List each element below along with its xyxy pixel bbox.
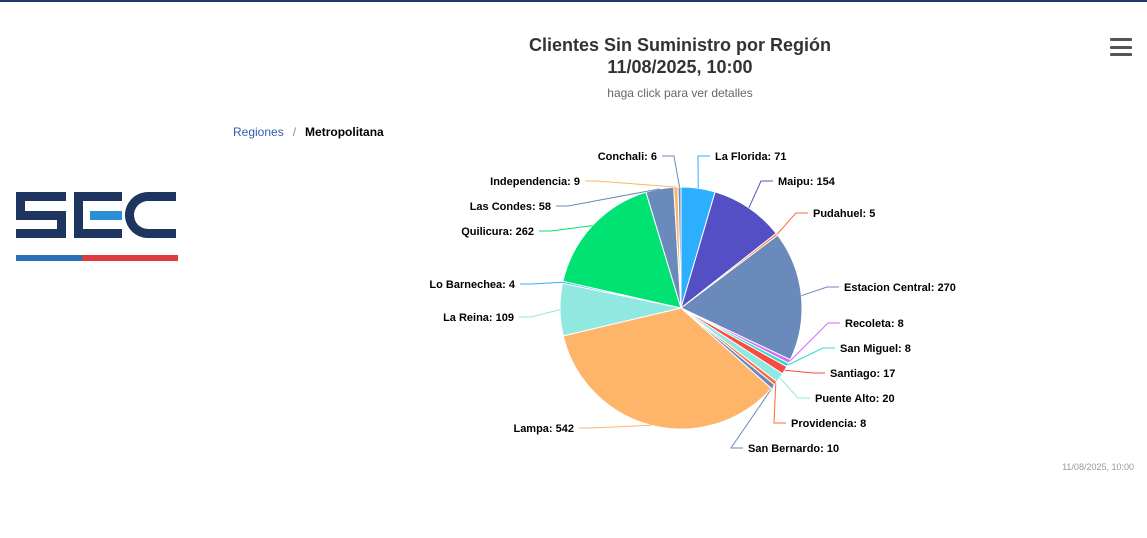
data-label-lampa: Lampa: 542 <box>513 423 574 435</box>
connector-san-bernardo <box>730 386 774 449</box>
data-label-santiago: Santiago: 17 <box>830 368 895 380</box>
menu-bar <box>1110 53 1132 56</box>
connector-la-reina <box>519 309 561 318</box>
connector-pudahuel <box>776 212 808 235</box>
top-accent-bar <box>0 0 1147 2</box>
breadcrumb-separator: / <box>292 125 297 139</box>
connector-la-florida <box>697 155 710 189</box>
menu-bar <box>1110 38 1132 41</box>
connector-lampa <box>579 424 652 429</box>
pie-slice-conchali[interactable] <box>677 186 682 309</box>
data-label-san-bernardo: San Bernardo: 10 <box>748 443 839 455</box>
hamburger-menu-icon[interactable] <box>1110 38 1132 56</box>
connector-san-miguel <box>787 347 835 366</box>
data-label-maipu: Maipu: 154 <box>778 176 836 188</box>
connector-conchali <box>662 155 680 188</box>
data-label-quilicura: Quilicura: 262 <box>461 226 534 238</box>
data-label-la-florida: La Florida: 71 <box>715 151 787 163</box>
connector-estacion-central <box>801 286 839 297</box>
connector-lo-barnechea <box>520 281 563 285</box>
sec-logo <box>16 192 178 261</box>
connector-maipu <box>748 180 773 209</box>
data-label-independencia: Independencia: 9 <box>490 176 580 188</box>
connector-independencia <box>585 180 676 188</box>
menu-bar <box>1110 45 1132 49</box>
data-label-providencia: Providencia: 8 <box>791 418 866 430</box>
breadcrumb: Regiones / Metropolitana <box>233 125 384 139</box>
connector-providencia <box>773 383 786 424</box>
pie-slice-estacion-central[interactable] <box>680 234 803 361</box>
chart-title: Clientes Sin Suministro por Región 11/08… <box>380 34 980 78</box>
chart-title-line-1: Clientes Sin Suministro por Región <box>528 35 832 55</box>
data-label-conchali: Conchali: 6 <box>598 151 657 163</box>
data-label-la-reina: La Reina: 109 <box>443 312 514 324</box>
connector-quilicura <box>539 225 593 232</box>
connector-puente-alto <box>779 377 810 399</box>
pie-slice-maipu[interactable] <box>680 191 777 310</box>
breadcrumb-regiones-link[interactable]: Regiones <box>233 125 284 139</box>
chart-timestamp-credit: 11/08/2025, 10:00 <box>1062 462 1134 472</box>
chart-subtitle: haga click para ver detalles <box>607 86 753 100</box>
data-label-puente-alto: Puente Alto: 20 <box>815 393 895 405</box>
data-label-recoleta: Recoleta: 8 <box>845 318 904 330</box>
pie-slice-quilicura[interactable] <box>562 191 682 309</box>
connector-recoleta <box>789 322 840 362</box>
breadcrumb-current: Metropolitana <box>305 125 384 139</box>
data-label-san-miguel: San Miguel: 8 <box>840 343 911 355</box>
chart-title-line-2: 11/08/2025, 10:00 <box>607 57 753 77</box>
connector-santiago <box>784 369 825 374</box>
data-label-estacion-central: Estacion Central: 270 <box>844 282 956 294</box>
data-label-las-condes: Las Condes: 58 <box>470 201 551 213</box>
data-label-lo-barnechea: Lo Barnechea: 4 <box>429 279 515 291</box>
connector-las-condes <box>556 188 660 207</box>
data-label-pudahuel: Pudahuel: 5 <box>813 208 875 220</box>
